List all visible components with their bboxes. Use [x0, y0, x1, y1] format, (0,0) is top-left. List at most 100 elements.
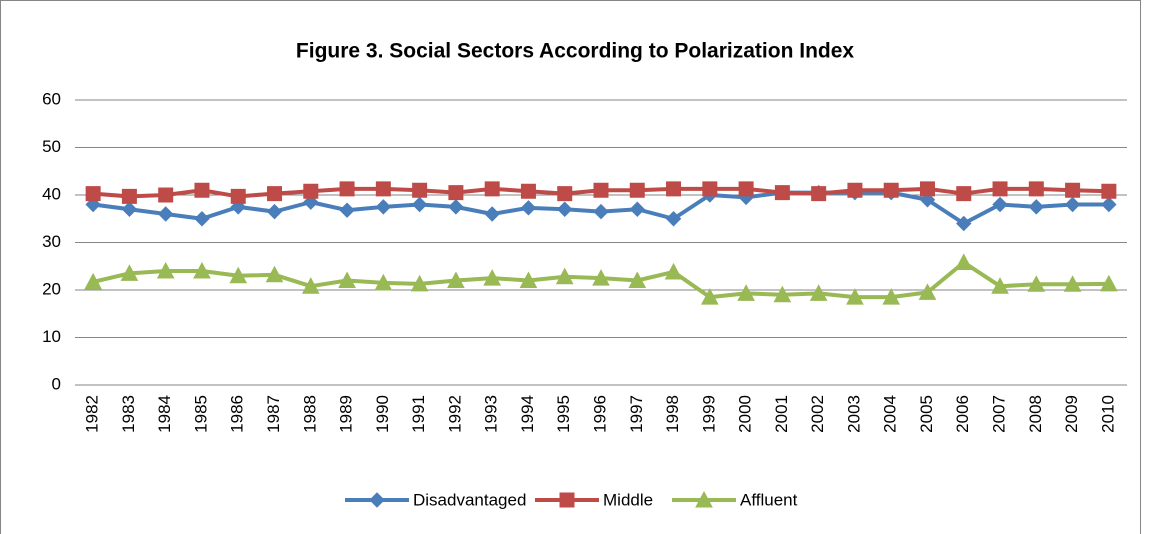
data-point [918, 283, 937, 300]
x-tick-label: 1997 [627, 395, 646, 433]
data-point [1101, 183, 1117, 199]
data-point [592, 269, 610, 286]
data-point [629, 201, 645, 217]
y-tick-label: 30 [42, 232, 61, 251]
data-point [520, 183, 536, 199]
legend-marker [559, 492, 575, 508]
y-tick-label: 10 [42, 327, 61, 346]
x-tick-label: 1998 [663, 395, 682, 433]
data-point [557, 186, 573, 202]
data-point [303, 183, 319, 199]
data-point [847, 182, 863, 198]
data-point [267, 186, 283, 202]
x-tick-label: 1987 [264, 395, 283, 433]
data-point [193, 261, 211, 279]
data-point [991, 277, 1009, 294]
data-point [85, 186, 101, 202]
data-point [520, 200, 537, 216]
data-point [483, 269, 502, 286]
x-tick-label: 2000 [736, 395, 755, 433]
data-point [593, 203, 609, 220]
y-tick-label: 0 [52, 374, 61, 393]
data-point [156, 261, 175, 279]
x-tick-label: 2010 [1098, 395, 1117, 433]
chart-title: Figure 3. Social Sectors According to Po… [296, 40, 854, 63]
data-point [846, 288, 864, 305]
x-tick-label: 1984 [155, 395, 174, 433]
data-point [665, 211, 682, 227]
x-tick-label: 2002 [808, 395, 827, 433]
data-point [230, 188, 246, 204]
data-point [956, 186, 972, 202]
y-tick-label: 60 [42, 89, 61, 108]
data-point [811, 186, 827, 202]
x-tick-label: 1995 [554, 395, 573, 433]
legend-label: Middle [603, 490, 653, 509]
data-point [809, 284, 828, 301]
x-tick-label: 1983 [119, 395, 138, 433]
y-tick-label: 20 [42, 279, 61, 298]
data-point [1063, 275, 1082, 292]
x-tick-label: 1989 [337, 395, 356, 433]
data-point [1028, 199, 1045, 215]
x-tick-label: 1986 [228, 395, 247, 433]
x-tick-label: 1996 [590, 395, 609, 433]
x-tick-label: 2004 [881, 395, 900, 433]
data-point [339, 181, 355, 197]
data-point [121, 201, 138, 217]
data-point [121, 188, 137, 204]
data-point [882, 288, 901, 305]
data-point [992, 181, 1008, 197]
data-point [1065, 182, 1081, 198]
x-tick-label: 2008 [1026, 395, 1045, 433]
x-tick-label: 1990 [373, 395, 392, 433]
x-tick-label: 1994 [518, 395, 537, 433]
data-point [265, 265, 284, 283]
data-point [664, 262, 683, 280]
data-point [375, 181, 391, 197]
data-point [338, 271, 356, 288]
data-point [557, 201, 573, 217]
data-point [666, 181, 682, 197]
legend-label: Disadvantaged [413, 490, 526, 509]
x-tick-label: 1992 [445, 395, 464, 433]
legend-marker [695, 490, 713, 508]
data-point [229, 266, 248, 284]
x-tick-label: 2001 [772, 395, 791, 433]
data-point [519, 271, 538, 288]
y-tick-label: 50 [42, 137, 61, 156]
x-tick-label: 2003 [844, 395, 863, 433]
data-point [773, 285, 792, 303]
data-point [194, 182, 210, 198]
legend-label: Affluent [740, 490, 798, 509]
data-point [411, 196, 428, 213]
data-point [410, 274, 429, 292]
data-point [412, 182, 428, 198]
data-point [84, 272, 102, 290]
data-point [1064, 196, 1081, 213]
data-point [447, 271, 465, 288]
x-tick-label: 1993 [482, 395, 501, 433]
x-tick-label: 2005 [917, 395, 936, 433]
data-point [339, 202, 355, 218]
data-point [301, 277, 320, 294]
data-point [737, 284, 755, 301]
data-point [1027, 275, 1046, 292]
data-point [266, 203, 283, 220]
data-point [448, 199, 464, 215]
data-point [738, 181, 754, 197]
data-point [883, 182, 899, 198]
x-tick-label: 1985 [191, 395, 210, 433]
data-point [774, 185, 790, 201]
x-tick-label: 2007 [990, 395, 1009, 433]
data-point [120, 264, 139, 281]
data-point [702, 181, 718, 197]
data-point [194, 211, 210, 227]
data-point [158, 187, 174, 203]
x-tick-label: 1999 [699, 395, 718, 433]
data-point [956, 215, 972, 232]
data-point [992, 196, 1008, 213]
data-point [629, 182, 645, 198]
